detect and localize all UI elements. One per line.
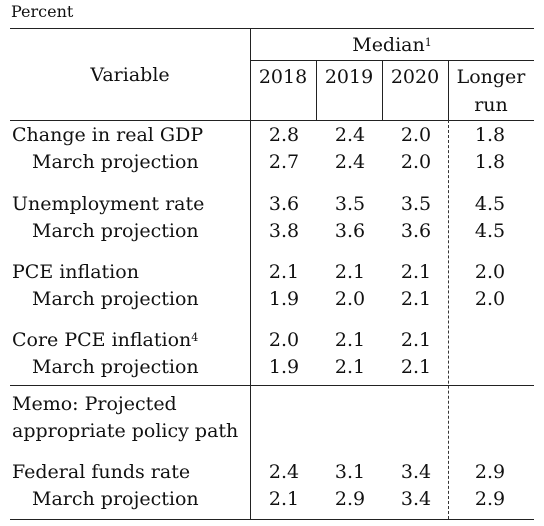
table-cell: 2.1: [334, 356, 366, 378]
memo-label-line2: appropriate policy path: [12, 420, 239, 442]
table-cell: 2.1: [268, 488, 300, 510]
table-cell: 3.8: [268, 220, 300, 242]
table-cell: 1.9: [268, 288, 300, 310]
year-divider-2: [382, 60, 383, 120]
median-rule: [250, 60, 534, 61]
row-label-march-projection: March projection: [32, 220, 199, 242]
year-header-2019: 2019: [324, 66, 374, 88]
table-cell: 1.8: [474, 151, 506, 173]
median-header: Median1: [352, 34, 432, 56]
row-label-real-gdp: Change in real GDP: [12, 124, 204, 146]
table-cell: 2.0: [334, 288, 366, 310]
year-divider-3: [448, 60, 449, 120]
variable-header: Variable: [90, 64, 170, 86]
table-cell: 2.4: [334, 151, 366, 173]
table-cell: 2.9: [474, 488, 506, 510]
row-label-unemployment-rate: Unemployment rate: [12, 193, 205, 215]
unit-label: Percent: [11, 2, 74, 21]
row-label-march-projection: March projection: [32, 356, 199, 378]
row-label-march-projection: March projection: [32, 488, 199, 510]
table-cell: 2.4: [268, 461, 300, 483]
year-header-2020: 2020: [390, 66, 440, 88]
table-cell: 3.6: [334, 220, 366, 242]
table-cell: 3.5: [400, 193, 432, 215]
table-cell: 2.1: [400, 329, 432, 351]
longer-run-header-line1: Longer: [456, 66, 526, 88]
row-label-core-pce-inflation: Core PCE inflation4: [12, 329, 199, 351]
memo-label-line1: Memo: Projected: [12, 393, 177, 415]
table-cell: 3.1: [334, 461, 366, 483]
bottom-rule: [10, 519, 534, 520]
top-rule: [10, 28, 534, 29]
longer-run-dashed-divider: [448, 120, 449, 519]
table-cell: 2.1: [400, 261, 432, 283]
table-cell: 2.1: [268, 261, 300, 283]
row-label-march-projection: March projection: [32, 151, 199, 173]
table-cell: 2.0: [400, 151, 432, 173]
table-cell: 2.0: [474, 288, 506, 310]
table-cell: 3.4: [400, 488, 432, 510]
header-rule: [10, 120, 534, 121]
table-cell: 3.6: [400, 220, 432, 242]
table-cell: 2.1: [334, 329, 366, 351]
row-label-pce-inflation: PCE inflation: [12, 261, 139, 283]
table-cell: 3.5: [334, 193, 366, 215]
year-divider-1: [316, 60, 317, 120]
table-cell: 2.9: [474, 461, 506, 483]
table-cell: 2.0: [268, 329, 300, 351]
table-cell: 2.0: [400, 124, 432, 146]
table-cell: 1.8: [474, 124, 506, 146]
variable-column-divider: [250, 28, 251, 519]
table-cell: 4.5: [474, 193, 506, 215]
table-cell: 2.1: [400, 288, 432, 310]
table-cell: 2.8: [268, 124, 300, 146]
row-label-march-projection: March projection: [32, 288, 199, 310]
table-cell: 2.4: [334, 124, 366, 146]
table-cell: 3.4: [400, 461, 432, 483]
table-cell: 3.6: [268, 193, 300, 215]
table-cell: 2.7: [268, 151, 300, 173]
table-cell: 2.1: [334, 261, 366, 283]
table-cell: 1.9: [268, 356, 300, 378]
memo-rule: [10, 385, 534, 386]
table-cell: 2.0: [474, 261, 506, 283]
longer-run-header-line2: run: [474, 94, 508, 116]
table-cell: 2.1: [400, 356, 432, 378]
row-label-federal-funds-rate: Federal funds rate: [12, 461, 191, 483]
table-cell: 2.9: [334, 488, 366, 510]
year-header-2018: 2018: [258, 66, 308, 88]
table-cell: 4.5: [474, 220, 506, 242]
